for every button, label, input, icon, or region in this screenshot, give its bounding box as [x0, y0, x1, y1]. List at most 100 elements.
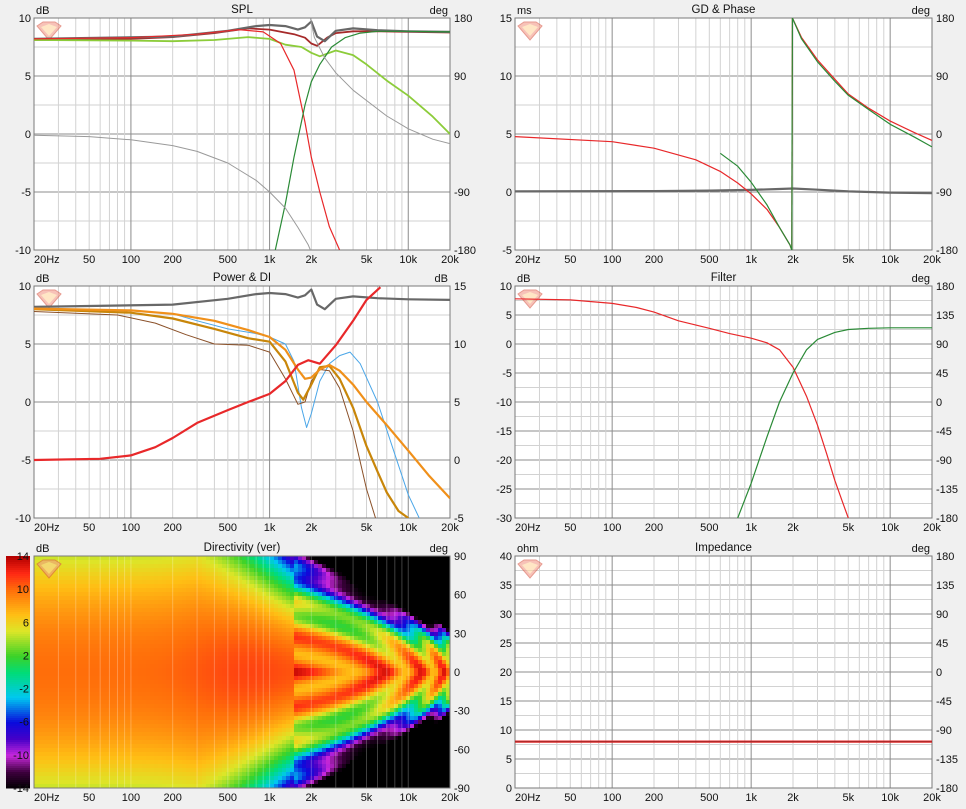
- heat-cell: [230, 636, 235, 641]
- heat-cell: [58, 736, 63, 741]
- heat-cell: [282, 704, 287, 709]
- heat-cell: [170, 640, 175, 645]
- heat-cell: [130, 764, 135, 769]
- heat-cell: [326, 756, 331, 761]
- heat-cell: [314, 652, 319, 657]
- heat-cell: [222, 724, 227, 729]
- heat-cell: [338, 668, 343, 673]
- heat-cell: [94, 752, 99, 757]
- heat-cell: [70, 612, 75, 617]
- heat-cell: [62, 712, 67, 717]
- heat-cell: [278, 572, 283, 577]
- heat-cell: [34, 708, 39, 713]
- heat-cell: [142, 768, 147, 773]
- heat-cell: [158, 572, 163, 577]
- heat-cell: [282, 656, 287, 661]
- heat-cell: [306, 712, 311, 717]
- heat-cell: [226, 784, 231, 789]
- heat-cell: [210, 756, 215, 761]
- heat-cell: [218, 648, 223, 653]
- heat-cell: [42, 608, 47, 613]
- heat-cell: [334, 752, 339, 757]
- heat-cell: [270, 648, 275, 653]
- heat-cell: [222, 708, 227, 713]
- heat-cell: [182, 632, 187, 637]
- heat-cell: [246, 764, 251, 769]
- heat-cell: [58, 732, 63, 737]
- heat-cell: [162, 720, 167, 725]
- heat-cell: [206, 688, 211, 693]
- heat-cell: [342, 580, 347, 585]
- heat-cell: [130, 636, 135, 641]
- heat-cell: [210, 556, 215, 561]
- heat-cell: [154, 716, 159, 721]
- heat-cell: [182, 744, 187, 749]
- heat-cell: [314, 708, 319, 713]
- heat-cell: [270, 620, 275, 625]
- heat-cell: [98, 584, 103, 589]
- heat-cell: [306, 752, 311, 757]
- heat-cell: [178, 572, 183, 577]
- heat-cell: [78, 748, 83, 753]
- heat-cell: [222, 628, 227, 633]
- heat-cell: [286, 588, 291, 593]
- heat-cell: [110, 560, 115, 565]
- heat-cell: [58, 780, 63, 785]
- heat-cell: [122, 672, 127, 677]
- heat-cell: [230, 720, 235, 725]
- heat-cell: [314, 684, 319, 689]
- heat-cell: [130, 628, 135, 633]
- heat-cell: [282, 660, 287, 665]
- heat-cell: [38, 576, 43, 581]
- heat-cell: [178, 744, 183, 749]
- heat-cell: [250, 648, 255, 653]
- heat-cell: [230, 580, 235, 585]
- heat-cell: [302, 564, 307, 569]
- heat-cell: [122, 660, 127, 665]
- heat-cell: [306, 756, 311, 761]
- heat-cell: [90, 632, 95, 637]
- heat-cell: [230, 732, 235, 737]
- y-tick-label: -10: [15, 513, 31, 525]
- heat-cell: [66, 560, 71, 565]
- heat-cell: [294, 584, 299, 589]
- heat-cell: [210, 692, 215, 697]
- heat-cell: [290, 560, 295, 565]
- heat-cell: [298, 748, 303, 753]
- heat-cell: [266, 628, 271, 633]
- colorbar-cell: [6, 654, 30, 657]
- heat-cell: [74, 692, 79, 697]
- heat-cell: [82, 616, 87, 621]
- heat-cell: [130, 648, 135, 653]
- heatmap-field: [34, 556, 451, 789]
- heat-cell: [42, 580, 47, 585]
- heat-cell: [98, 636, 103, 641]
- heat-cell: [166, 620, 171, 625]
- heat-cell: [114, 644, 119, 649]
- heat-cell: [202, 784, 207, 789]
- heat-cell: [282, 576, 287, 581]
- heat-cell: [210, 748, 215, 753]
- heat-cell: [226, 580, 231, 585]
- heat-cell: [186, 604, 191, 609]
- heat-cell: [106, 764, 111, 769]
- heat-cell: [282, 664, 287, 669]
- heat-cell: [290, 776, 295, 781]
- colorbar-cell: [6, 690, 30, 693]
- x-tick-label: 2k: [787, 254, 799, 266]
- heat-cell: [106, 572, 111, 577]
- heat-cell: [170, 584, 175, 589]
- heat-cell: [342, 624, 347, 629]
- heat-cell: [230, 564, 235, 569]
- heat-cell: [274, 576, 279, 581]
- heat-cell: [314, 720, 319, 725]
- heat-cell: [330, 712, 335, 717]
- heat-cell: [318, 560, 323, 565]
- heat-cell: [106, 700, 111, 705]
- heat-cell: [70, 560, 75, 565]
- heat-cell: [82, 760, 87, 765]
- heat-cell: [162, 572, 167, 577]
- y2-tick-label: 180: [936, 13, 954, 25]
- heat-cell: [70, 652, 75, 657]
- heat-cell: [98, 640, 103, 645]
